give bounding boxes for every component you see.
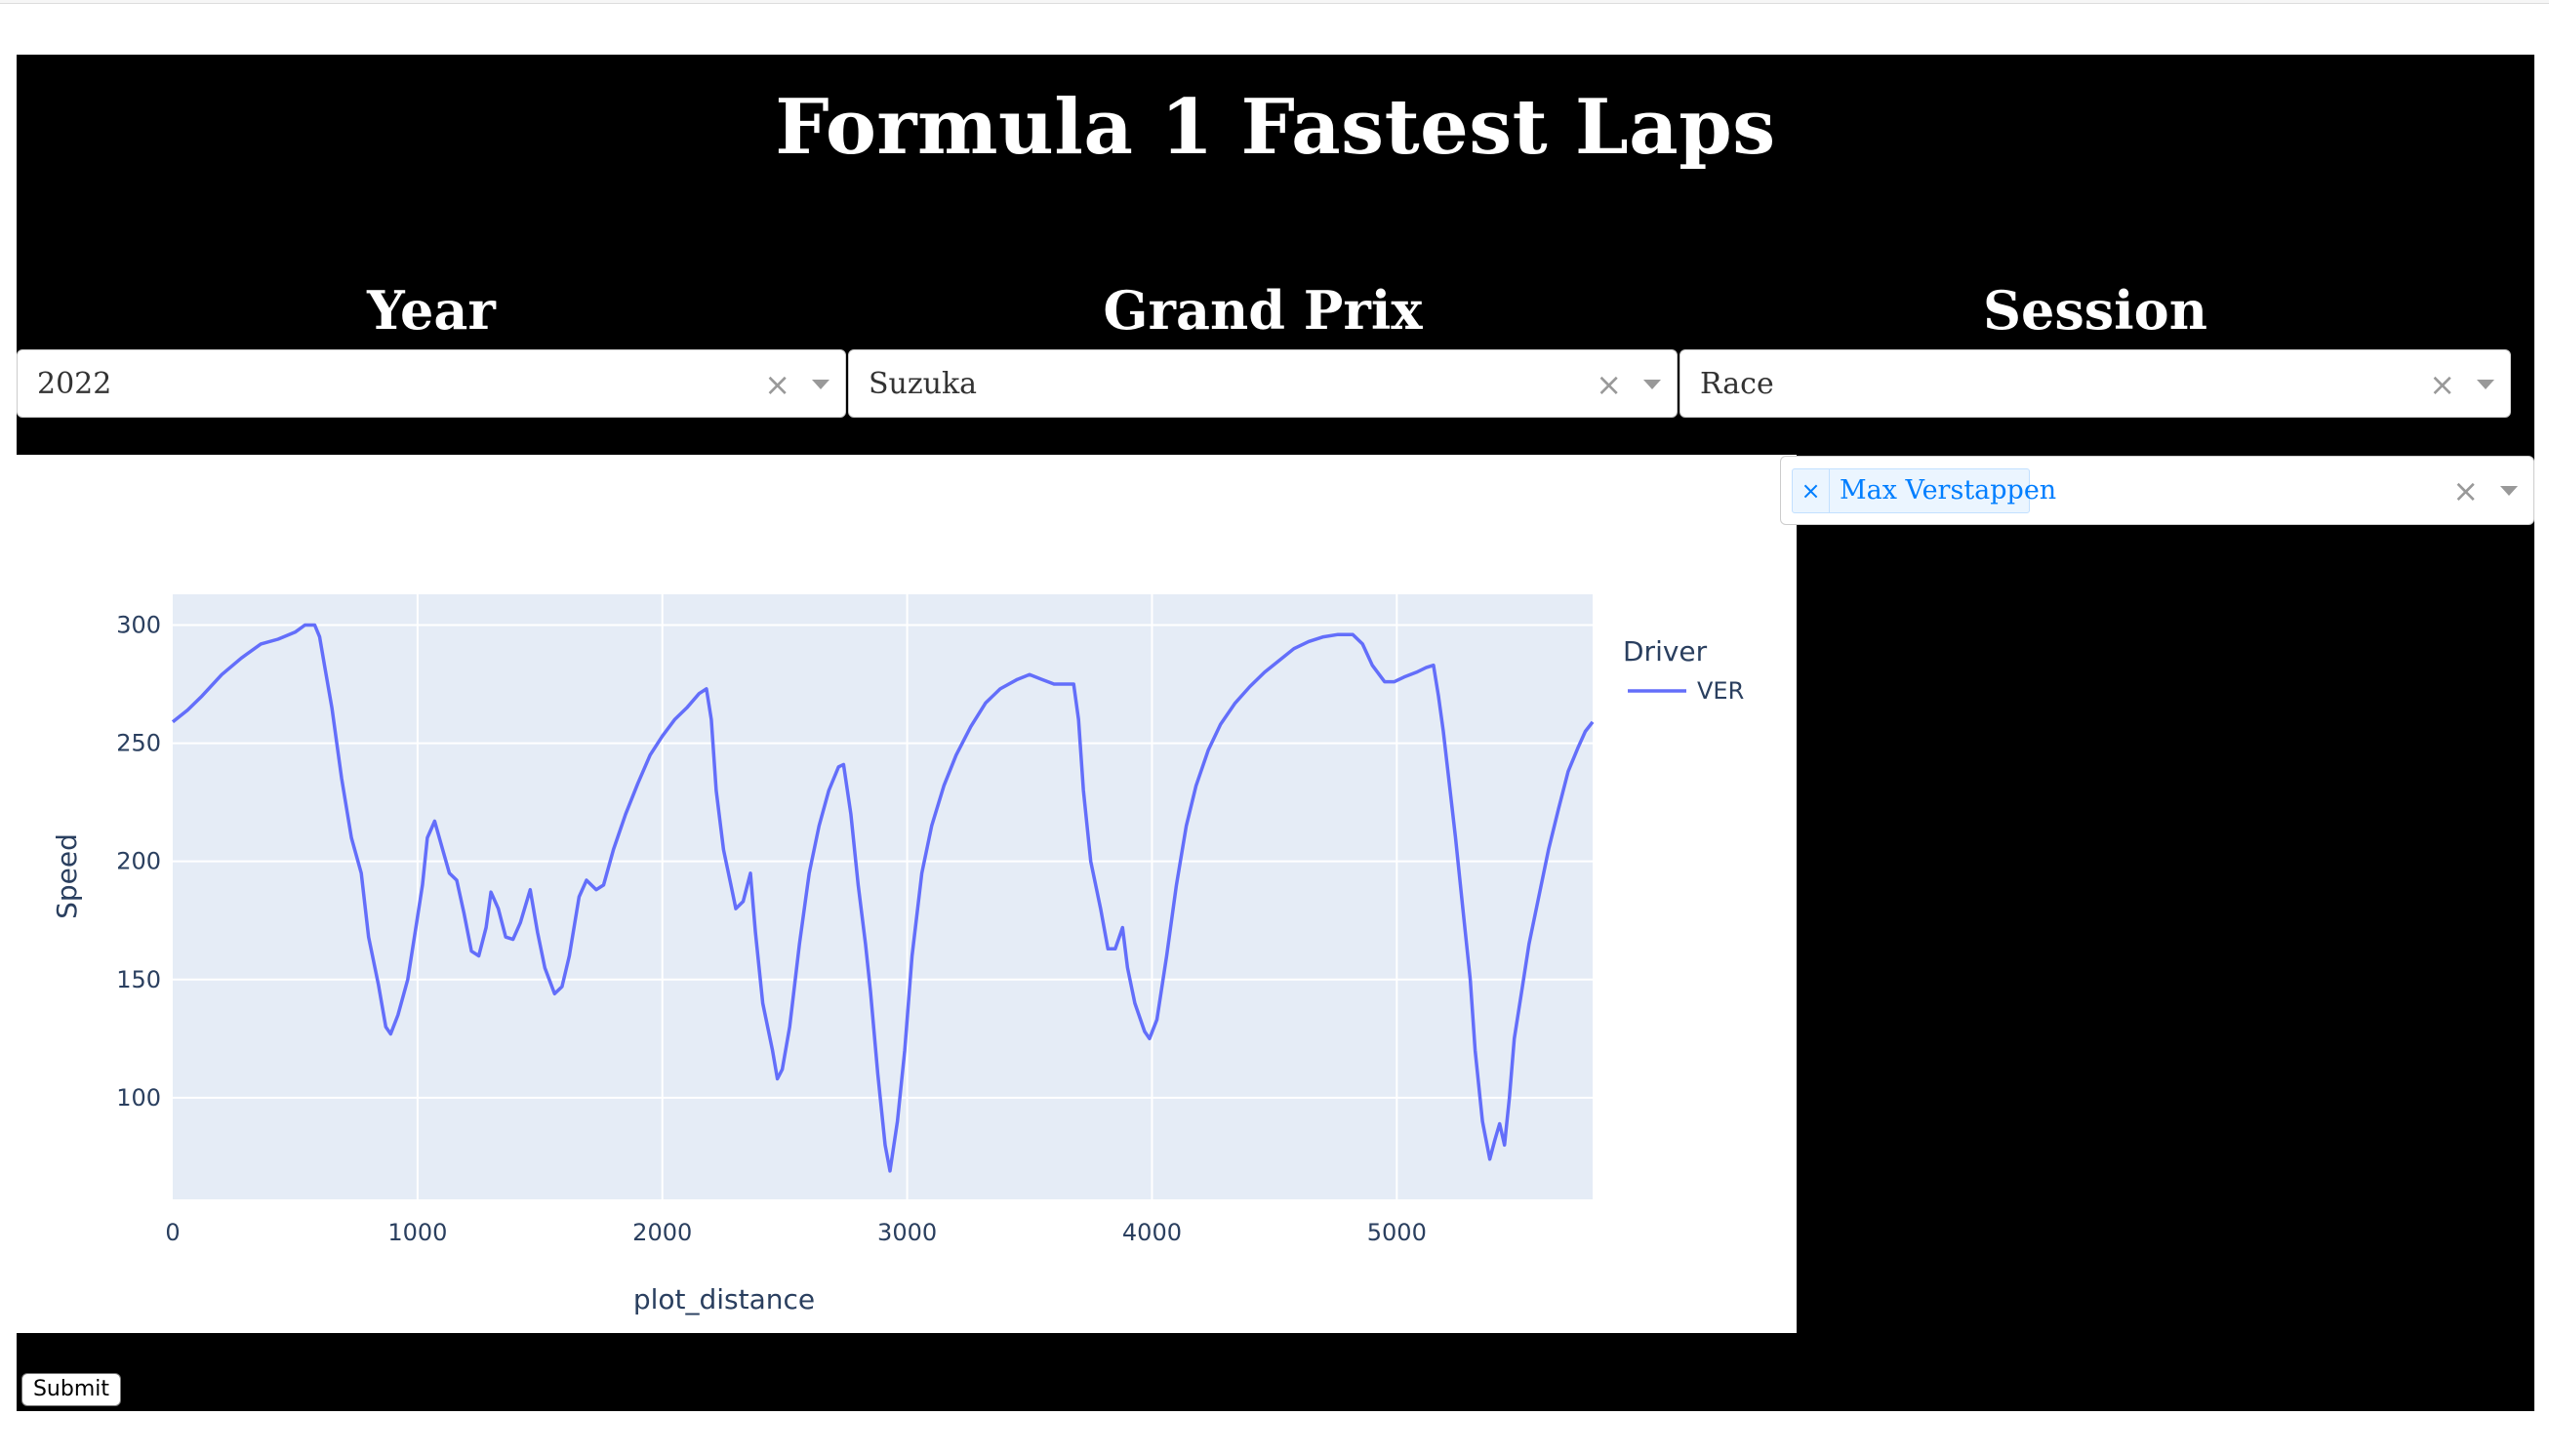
grand-prix-dropdown-value: Suzuka <box>869 367 978 401</box>
y-tick-label: 300 <box>116 611 161 638</box>
x-tick-label: 0 <box>165 1219 180 1246</box>
year-clear-icon[interactable]: × <box>764 366 790 403</box>
x-tick-label: 3000 <box>877 1219 937 1246</box>
x-tick-label: 5000 <box>1367 1219 1427 1246</box>
x-axis-title: plot_distance <box>633 1283 815 1315</box>
session-dropdown-value: Race <box>1700 367 1774 401</box>
session-clear-icon[interactable]: × <box>2429 366 2455 403</box>
speed-chart[interactable]: 0 1000 2000 3000 4000 5000 100 150 200 250 300 plo… <box>17 455 1797 1333</box>
driver-multiselect[interactable]: × Max Verstappen × <box>1780 456 2534 525</box>
session-label: Session <box>1983 279 2207 342</box>
speed-chart-svg[interactable]: 0 1000 2000 3000 4000 5000 100 150 200 250 300 plo… <box>17 455 1797 1333</box>
grand-prix-clear-icon[interactable]: × <box>1596 366 1622 403</box>
submit-button[interactable]: Submit <box>21 1373 121 1406</box>
grand-prix-dropdown[interactable]: Suzuka × <box>848 349 1678 418</box>
year-label: Year <box>367 279 496 342</box>
driver-chevron-down-icon[interactable] <box>2500 486 2518 496</box>
legend-item-ver[interactable]: VER <box>1697 677 1744 705</box>
chart-gridlines <box>173 594 1593 1199</box>
year-chevron-down-icon[interactable] <box>812 380 829 389</box>
y-tick-label: 250 <box>116 730 161 757</box>
browser-top-edge <box>0 0 2549 4</box>
y-tick-label: 150 <box>116 966 161 993</box>
x-tick-label: 1000 <box>387 1219 447 1246</box>
y-tick-label: 200 <box>116 848 161 875</box>
session-dropdown[interactable]: Race × <box>1679 349 2511 418</box>
page-title: Formula 1 Fastest Laps <box>775 83 1776 172</box>
driver-clear-icon[interactable]: × <box>2452 472 2479 509</box>
session-chevron-down-icon[interactable] <box>2477 380 2494 389</box>
grand-prix-label: Grand Prix <box>1103 279 1423 342</box>
y-axis-title: Speed <box>51 833 83 919</box>
app-container: Formula 1 Fastest Laps Year Grand Prix S… <box>17 55 2534 1411</box>
driver-tag-label: Max Verstappen <box>1840 475 2057 506</box>
year-dropdown-value: 2022 <box>37 367 112 401</box>
y-tick-label: 100 <box>116 1084 161 1112</box>
chart-tick-labels: 0 1000 2000 3000 4000 5000 100 150 200 250 300 <box>116 611 1427 1246</box>
legend-title: Driver <box>1623 635 1708 667</box>
driver-tag-max-verstappen: × Max Verstappen <box>1792 468 2056 513</box>
series-line-ver[interactable] <box>171 623 1595 1173</box>
x-tick-label: 4000 <box>1122 1219 1182 1246</box>
x-tick-label: 2000 <box>632 1219 692 1246</box>
grand-prix-chevron-down-icon[interactable] <box>1643 380 1661 389</box>
remove-tag-icon[interactable]: × <box>1793 469 1830 512</box>
year-dropdown[interactable]: 2022 × <box>17 349 846 418</box>
